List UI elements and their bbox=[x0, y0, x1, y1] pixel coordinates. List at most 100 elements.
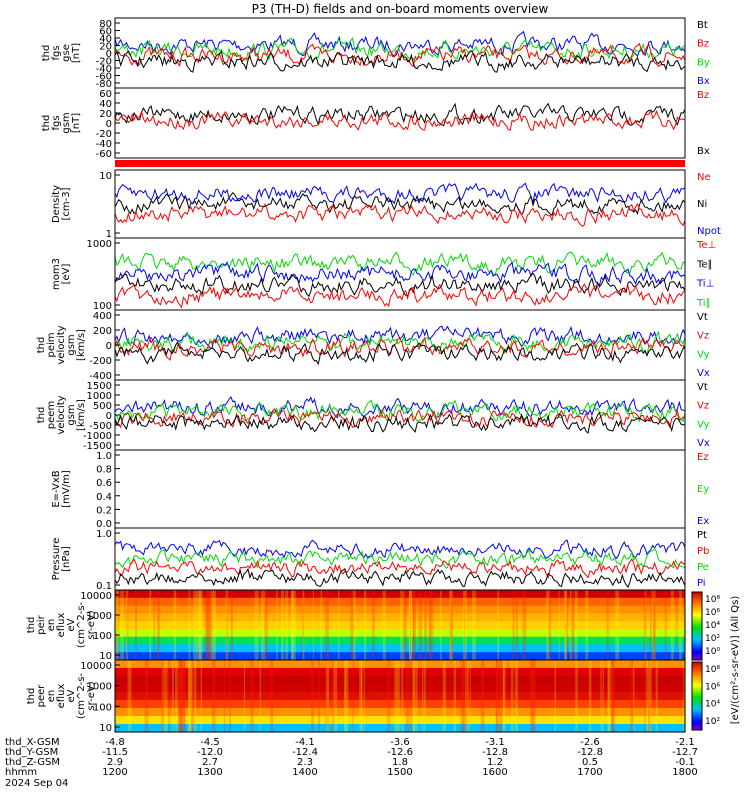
spectrogram-streak bbox=[126, 590, 129, 660]
spectrogram-streak bbox=[359, 660, 363, 732]
y-tick-label: 1000 bbox=[87, 682, 112, 693]
y-axis-label-peim: thd peim velocity gsm [km/s] bbox=[36, 325, 87, 364]
series-line-Vt bbox=[114, 411, 686, 434]
x-row-value: -3.6 bbox=[390, 737, 410, 748]
y-axis-label-line: peem bbox=[46, 401, 57, 429]
y-tick-label: 0.1 bbox=[96, 581, 112, 592]
spectrogram-streak bbox=[512, 590, 515, 660]
spectrogram-streak bbox=[259, 660, 261, 732]
spectrogram-streak bbox=[423, 660, 426, 732]
series-line-Ti∥ bbox=[114, 251, 686, 277]
spectrogram-streak bbox=[615, 590, 620, 660]
spectrogram-streak bbox=[585, 590, 589, 660]
spectrogram-streak bbox=[453, 660, 456, 732]
y-axis-label-line: thd bbox=[36, 407, 47, 424]
y-tick-label: -80 bbox=[96, 79, 112, 90]
y-axis-label-line: (cm^2-s- bbox=[76, 672, 87, 719]
x-row-value: -4.8 bbox=[105, 737, 125, 748]
spectrogram-streak bbox=[465, 660, 469, 732]
legend-Bt: Bt bbox=[697, 20, 708, 31]
y-tick-label: -20 bbox=[96, 129, 112, 140]
spectrogram-band bbox=[115, 590, 685, 599]
spectrogram-streak bbox=[463, 590, 467, 660]
spectrogram-streak bbox=[226, 590, 228, 660]
x-row-label: thd_Z-GSM bbox=[5, 757, 60, 768]
legend-Vt: Vt bbox=[697, 382, 708, 393]
spectrogram-streak bbox=[588, 660, 590, 732]
spectrogram-streak bbox=[409, 590, 413, 660]
y-tick-label: 1.0 bbox=[96, 451, 112, 462]
y-axis-label-line: velocity bbox=[56, 395, 67, 434]
x-row-value: 1.2 bbox=[487, 757, 503, 768]
spectrogram-streak bbox=[181, 660, 186, 732]
spectrogram-streak bbox=[502, 660, 505, 732]
spectrogram-streak bbox=[230, 590, 233, 660]
spectrogram-streak bbox=[410, 660, 413, 732]
x-row-label: hhmm bbox=[5, 767, 37, 778]
spectrogram-band bbox=[115, 668, 685, 677]
spectrogram-streak bbox=[188, 590, 191, 660]
legend-Vx: Vx bbox=[697, 368, 710, 379]
x-axis-rows: thd_X-GSM -4.8 -4.5 -4.1 -3.6 -3.1 -2.6 -2.1 thd… bbox=[5, 737, 698, 789]
legend-Te∥: Te∥ bbox=[696, 259, 713, 270]
panel-frame-peer bbox=[114, 659, 686, 733]
spectrogram-streak bbox=[135, 590, 137, 660]
colorbar-label: 10⁰ bbox=[705, 647, 720, 657]
spectrogram-streak bbox=[270, 660, 274, 732]
spectrogram-band bbox=[115, 605, 685, 614]
spectrogram-streak bbox=[364, 590, 367, 660]
y-tick-label: 1 bbox=[106, 229, 112, 240]
spectrogram-band bbox=[115, 660, 685, 669]
spectrogram-streak bbox=[409, 590, 412, 660]
x-row-value: 2.7 bbox=[202, 757, 218, 768]
panel-frame-peim bbox=[114, 309, 686, 381]
spectrogram-streak bbox=[514, 660, 519, 732]
x-row-value: 1400 bbox=[292, 767, 317, 778]
spectrogram-band bbox=[115, 644, 685, 653]
spectrogram-streak bbox=[498, 660, 501, 732]
y-axis-label-line: en bbox=[46, 690, 57, 703]
spectrogram-streak bbox=[394, 660, 398, 732]
spectrogram-streak bbox=[650, 660, 651, 732]
spectrogram-streak bbox=[664, 590, 667, 660]
y-tick-label: 1000 bbox=[87, 391, 112, 402]
y-axis-label-peir: thd peir en eflux eV (cm^2-s-sr-eV) bbox=[26, 601, 97, 648]
spectrogram-streak bbox=[345, 660, 349, 732]
spectrogram-streak bbox=[554, 660, 556, 732]
y-axis-label-line: Density bbox=[51, 185, 62, 223]
y-axis-label-line: [nPa] bbox=[61, 546, 72, 572]
y-axis-label-peer: thd peer en eflux eV (cm^2-s-sr-eV) bbox=[26, 672, 97, 719]
spectrogram-streak bbox=[291, 590, 293, 660]
spectrogram-streak bbox=[679, 590, 682, 660]
spectrogram-streak bbox=[421, 660, 424, 732]
y-tick-label: 1000 bbox=[87, 611, 112, 622]
y-axis-label-pressure: Pressure [nPa] bbox=[51, 538, 72, 581]
series-line-Npot bbox=[114, 182, 686, 205]
spectrogram-band bbox=[115, 621, 685, 630]
spectrogram-streak bbox=[193, 660, 197, 732]
y-tick-label: 0 bbox=[106, 411, 112, 422]
x-row-value: 2.3 bbox=[297, 757, 313, 768]
x-row-value: 0.5 bbox=[582, 757, 598, 768]
spectrogram-streak bbox=[179, 660, 183, 732]
legend-Pt: Pt bbox=[697, 530, 707, 541]
spectrogram-streak bbox=[575, 660, 578, 732]
spectrogram-streak bbox=[570, 590, 575, 660]
colorbar-label: 10² bbox=[705, 634, 720, 644]
y-tick-label: -1500 bbox=[83, 441, 112, 452]
y-tick-label: 10 bbox=[99, 171, 112, 182]
y-axis-label-temp: mom3 [eV] bbox=[51, 258, 72, 290]
legend-Pe: Pe bbox=[697, 562, 709, 573]
y-axis-label-line: eV bbox=[66, 618, 77, 631]
series-line-Vx bbox=[114, 325, 686, 350]
spectrogram-streak bbox=[149, 590, 152, 660]
legend-Bz: Bz bbox=[697, 39, 709, 50]
spectrogram-streak bbox=[344, 660, 347, 732]
series-line-Te∥ bbox=[114, 272, 686, 298]
spectrogram-streak bbox=[350, 590, 354, 660]
spectrogram-streak bbox=[401, 660, 404, 732]
spectrogram-streak bbox=[464, 590, 466, 660]
spectrogram-streak bbox=[462, 660, 465, 732]
spectrogram-streak bbox=[412, 590, 416, 660]
